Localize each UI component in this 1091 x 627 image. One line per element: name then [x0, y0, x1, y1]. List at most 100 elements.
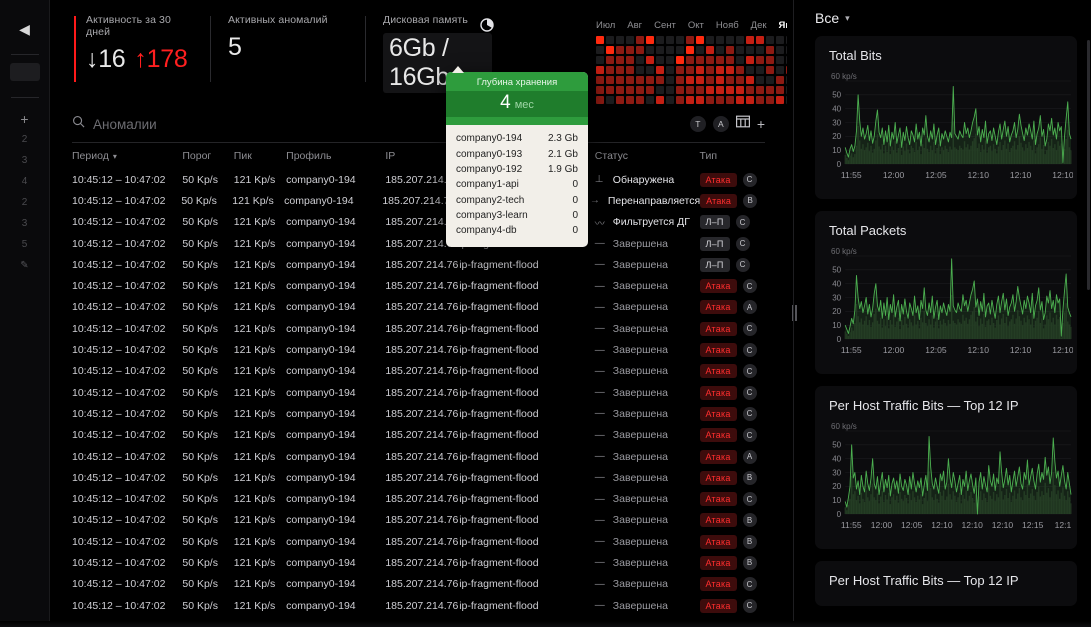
heatmap-cell[interactable] — [706, 86, 714, 94]
heatmap-cell[interactable] — [686, 86, 694, 94]
panel-splitter[interactable] — [787, 0, 801, 627]
heatmap-cell[interactable] — [716, 56, 724, 64]
heatmap-cell[interactable] — [686, 76, 694, 84]
rail-item-0[interactable]: + — [20, 110, 29, 127]
right-scrollbar[interactable] — [1087, 40, 1090, 290]
heatmap-cell[interactable] — [666, 76, 674, 84]
heatmap-cell[interactable] — [626, 56, 634, 64]
heatmap-cell[interactable] — [636, 56, 644, 64]
heatmap-cell[interactable] — [656, 56, 664, 64]
splitter-grip[interactable] — [790, 305, 798, 321]
dropdown-row[interactable]: company1-api 0 — [456, 177, 578, 192]
storage-depth-dropdown[interactable]: Глубина хранения 4 мес company0-194 2.3 Gb… — [446, 72, 588, 247]
dropdown-row[interactable]: company0-192 1.9 Gb — [456, 162, 578, 177]
dropdown-row[interactable]: company0-193 2.1 Gb — [456, 146, 578, 161]
heatmap-cell[interactable] — [596, 56, 604, 64]
heatmap-cell[interactable] — [636, 36, 644, 44]
table-row[interactable]: 10:45:12 – 10:47:02 50 Kp/s 121 Kp/s compan… — [72, 425, 765, 446]
columns-icon[interactable] — [735, 115, 750, 133]
heatmap-cell[interactable] — [746, 66, 754, 74]
heatmap-cell[interactable] — [696, 76, 704, 84]
heatmap-cell[interactable] — [766, 46, 774, 54]
chart-area[interactable]: 60 kp/s 0 10 20 30 40 50 11:55 12:00 12:05 12:10 12… — [815, 72, 1077, 193]
heatmap-cell[interactable] — [746, 56, 754, 64]
heatmap-cell[interactable] — [646, 76, 654, 84]
table-row[interactable]: 10:45:12 – 10:47:02 50 Kp/s 121 Kp/s compan… — [72, 403, 765, 424]
heatmap-cell[interactable] — [716, 36, 724, 44]
heatmap-cell[interactable] — [726, 56, 734, 64]
heatmap-cell[interactable] — [746, 76, 754, 84]
table-row[interactable]: 10:45:12 – 10:47:02 50 Kp/s 121 Kp/s compan… — [72, 595, 765, 616]
chart-area[interactable]: 60 kp/s 0 10 20 30 40 50 11:55 12:00 12:05 12:10 12… — [815, 247, 1077, 368]
heatmap-cell[interactable] — [596, 66, 604, 74]
heatmap-cell[interactable] — [616, 56, 624, 64]
heatmap-cell[interactable] — [686, 36, 694, 44]
dropdown-row[interactable]: company0-194 2.3 Gb — [456, 131, 578, 146]
heatmap-cell[interactable] — [756, 56, 764, 64]
heatmap-cell[interactable] — [636, 66, 644, 74]
heatmap-cell[interactable] — [776, 96, 784, 104]
heatmap-cell[interactable] — [736, 56, 744, 64]
heatmap-cell[interactable] — [616, 36, 624, 44]
heatmap-cell[interactable] — [626, 86, 634, 94]
heatmap-cell[interactable] — [756, 66, 764, 74]
heatmap-cell[interactable] — [676, 66, 684, 74]
right-panel-header[interactable]: Все ▾ — [801, 0, 1091, 36]
heatmap-cell[interactable] — [596, 76, 604, 84]
heatmap-cell[interactable] — [626, 36, 634, 44]
heatmap-cell[interactable] — [606, 46, 614, 54]
heatmap-cell[interactable] — [756, 96, 764, 104]
chart-card[interactable]: Per Host Traffic Bits — Top 12 IP — [815, 561, 1077, 606]
heatmap-cell[interactable] — [746, 96, 754, 104]
heatmap-cell[interactable] — [646, 86, 654, 94]
chart-area[interactable]: 60 kp/s 0 10 20 30 40 50 11:55 12:00 12:05 12:10 12… — [815, 422, 1077, 543]
heatmap-cell[interactable] — [726, 96, 734, 104]
table-row[interactable]: 10:45:12 – 10:47:02 50 Kp/s 121 Kp/s compan… — [72, 169, 765, 190]
pencil-icon[interactable]: ✎ — [20, 259, 29, 271]
heatmap-cell[interactable] — [656, 36, 664, 44]
rail-active-block[interactable] — [9, 63, 40, 81]
heatmap-cell[interactable] — [676, 36, 684, 44]
heatmap-cell[interactable] — [776, 36, 784, 44]
heatmap-cell[interactable] — [636, 76, 644, 84]
heatmap-cell[interactable] — [736, 66, 744, 74]
heatmap-cell[interactable] — [596, 86, 604, 94]
heatmap-cell[interactable] — [766, 36, 774, 44]
heatmap-cell[interactable] — [736, 46, 744, 54]
heatmap-cell[interactable] — [726, 86, 734, 94]
heatmap-cell[interactable] — [666, 36, 674, 44]
pie-chart-icon[interactable] — [480, 18, 494, 37]
heatmap-cell[interactable] — [606, 76, 614, 84]
heatmap-cell[interactable] — [736, 86, 744, 94]
heatmap-cell[interactable] — [666, 66, 674, 74]
heatmap-cell[interactable] — [626, 66, 634, 74]
heatmap-cell[interactable] — [606, 36, 614, 44]
heatmap-cell[interactable] — [616, 96, 624, 104]
heatmap-cell[interactable] — [756, 76, 764, 84]
heatmap-cell[interactable] — [666, 56, 674, 64]
heatmap-cell[interactable] — [766, 76, 774, 84]
heatmap-cell[interactable] — [736, 96, 744, 104]
table-row[interactable]: 10:45:12 – 10:47:02 50 Kp/s 121 Kp/s compan… — [72, 339, 765, 360]
table-row[interactable]: 10:45:12 – 10:47:02 50 Kp/s 121 Kp/s compan… — [72, 254, 765, 275]
heatmap-cell[interactable] — [776, 56, 784, 64]
heatmap-cell[interactable] — [746, 36, 754, 44]
search-input[interactable]: Аномалии — [93, 116, 157, 132]
heatmap-cell[interactable] — [596, 36, 604, 44]
heatmap-cell[interactable] — [656, 96, 664, 104]
heatmap-cell[interactable] — [726, 36, 734, 44]
heatmap-cell[interactable] — [626, 46, 634, 54]
chart-card[interactable]: Per Host Traffic Bits — Top 12 IP 60 kp/s… — [815, 386, 1077, 549]
heatmap-cell[interactable] — [616, 76, 624, 84]
heatmap-cell[interactable] — [726, 66, 734, 74]
heatmap-cell[interactable] — [676, 86, 684, 94]
rail-item-4[interactable]: 2 — [21, 196, 28, 208]
heatmap-cell[interactable] — [706, 96, 714, 104]
heatmap-cell[interactable] — [716, 86, 724, 94]
heatmap-cell[interactable] — [616, 86, 624, 94]
rail-item-6[interactable]: 5 — [21, 238, 28, 250]
heatmap-cell[interactable] — [676, 46, 684, 54]
column-header-threshold[interactable]: Порог — [182, 150, 212, 162]
heatmap-cell[interactable] — [666, 46, 674, 54]
heatmap-cell[interactable] — [716, 76, 724, 84]
